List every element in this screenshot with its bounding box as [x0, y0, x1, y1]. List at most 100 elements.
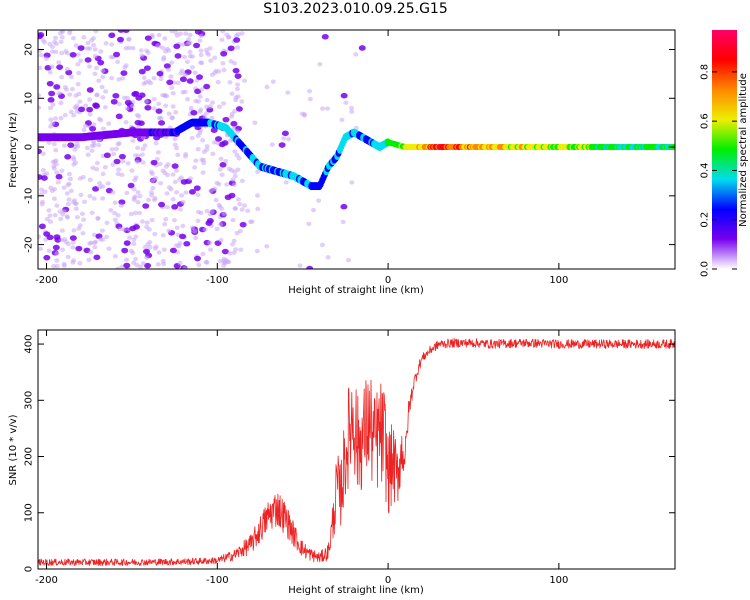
heatmap-cell: [231, 182, 237, 187]
heatmap-cell: [255, 206, 261, 212]
heatmap-cell: [198, 33, 204, 39]
heatmap-cell: [166, 111, 172, 116]
heatmap-cell: [93, 254, 101, 261]
heatmap-cell: [307, 89, 313, 94]
heatmap-cell: [186, 37, 192, 42]
heatmap-cell: [174, 33, 180, 38]
heatmap-cell: [281, 136, 287, 141]
heatmap-cell: [123, 262, 131, 269]
heatmap-cell: [112, 200, 118, 205]
heatmap-cell: [71, 228, 77, 233]
heatmap-cell: [146, 227, 152, 232]
heatmap-cell: [143, 99, 149, 104]
heatmap-cell: [183, 240, 191, 247]
heatmap-cell: [137, 210, 143, 216]
heatmap-cell: [89, 125, 97, 132]
heatmap-cell: [156, 115, 162, 121]
heatmap-cell: [230, 177, 236, 182]
heatmap-cell: [87, 97, 93, 102]
heatmap-cell: [100, 95, 106, 100]
heatmap-cell: [53, 116, 59, 121]
heatmap-cell: [179, 76, 187, 83]
heatmap-cell: [190, 109, 198, 116]
heatmap-cell: [82, 123, 88, 129]
heatmap-cell: [133, 256, 139, 262]
heatmap-cell: [102, 164, 108, 170]
heatmap-cell: [69, 235, 77, 241]
heatmap-cell: [269, 142, 275, 147]
heatmap-cell: [51, 164, 57, 169]
heatmap-cell: [70, 245, 76, 250]
heatmap-y-ticks: -20 -10 0 10 20: [24, 43, 675, 253]
heatmap-cell: [188, 106, 194, 111]
heatmap-cell: [122, 30, 130, 33]
heatmap-cell: [164, 205, 170, 210]
heatmap-cell: [46, 80, 54, 87]
heatmap-cell: [67, 142, 75, 148]
heatmap-cell: [187, 32, 193, 38]
heatmap-cell: [169, 247, 177, 254]
heatmap-cell: [219, 172, 225, 177]
heatmap-cell: [197, 38, 203, 43]
heatmap-cell: [46, 140, 52, 146]
heatmap-cell: [203, 83, 211, 90]
heatmap-cell: [73, 206, 79, 211]
heatmap-cell: [163, 216, 169, 222]
heatmap-cell: [132, 90, 140, 97]
heatmap-cell: [47, 70, 53, 75]
heatmap-cell: [60, 247, 66, 252]
heatmap-cell: [200, 170, 206, 175]
heatmap-cell: [53, 234, 61, 240]
heatmap-cell: [87, 193, 93, 199]
heatmap-cell: [264, 244, 270, 249]
heatmap-cell: [197, 94, 203, 99]
heatmap-cell: [115, 171, 121, 177]
heatmap-cell: [129, 168, 135, 173]
heatmap-cell: [38, 32, 45, 38]
heatmap-cell: [156, 101, 162, 107]
heatmap-cell: [75, 245, 83, 252]
heatmap-cell: [182, 72, 188, 78]
heatmap-cell: [134, 112, 140, 118]
heatmap-cell: [180, 200, 186, 205]
heatmap-cell: [192, 228, 198, 234]
heatmap-cell: [99, 228, 105, 233]
heatmap-cell: [139, 152, 145, 157]
heatmap-cell: [319, 242, 325, 248]
heatmap-cell: [43, 56, 49, 61]
heatmap-cell: [234, 73, 242, 79]
heatmap-cell: [86, 106, 94, 113]
heatmap-cell: [143, 80, 149, 85]
heatmap-cell: [221, 248, 229, 255]
heatmap-cell: [233, 37, 241, 43]
heatmap-cell: [230, 217, 236, 223]
heatmap-cell: [169, 30, 175, 34]
heatmap-cell: [201, 149, 207, 155]
heatmap-cell: [174, 53, 182, 59]
heatmap-cell: [115, 59, 121, 65]
heatmap-cell: [239, 207, 245, 212]
heatmap-cell: [340, 203, 348, 210]
heatmap-cell: [175, 80, 181, 86]
heatmap-cell: [65, 182, 71, 188]
heatmap-cell: [48, 90, 56, 97]
heatmap-cell: [162, 222, 168, 227]
heatmap-cell: [229, 168, 235, 173]
heatmap-cell: [38, 93, 42, 98]
heatmap-cell: [236, 156, 242, 161]
x-tick-label: -200: [35, 275, 58, 286]
heatmap-cell: [224, 194, 232, 201]
heatmap-cell: [173, 110, 179, 115]
heatmap-cell: [97, 185, 103, 190]
heatmap-cell: [121, 247, 129, 254]
heatmap-cell: [199, 87, 205, 92]
heatmap-cell: [152, 196, 158, 201]
heatmap-cell: [109, 42, 115, 47]
heatmap-cell: [186, 78, 194, 84]
heatmap-cell: [52, 186, 58, 192]
heatmap-cell: [209, 115, 215, 121]
heatmap-cell: [229, 111, 235, 117]
x-tick-label: 0: [385, 275, 391, 286]
heatmap-cell: [224, 182, 230, 187]
heatmap-cell: [188, 189, 196, 195]
